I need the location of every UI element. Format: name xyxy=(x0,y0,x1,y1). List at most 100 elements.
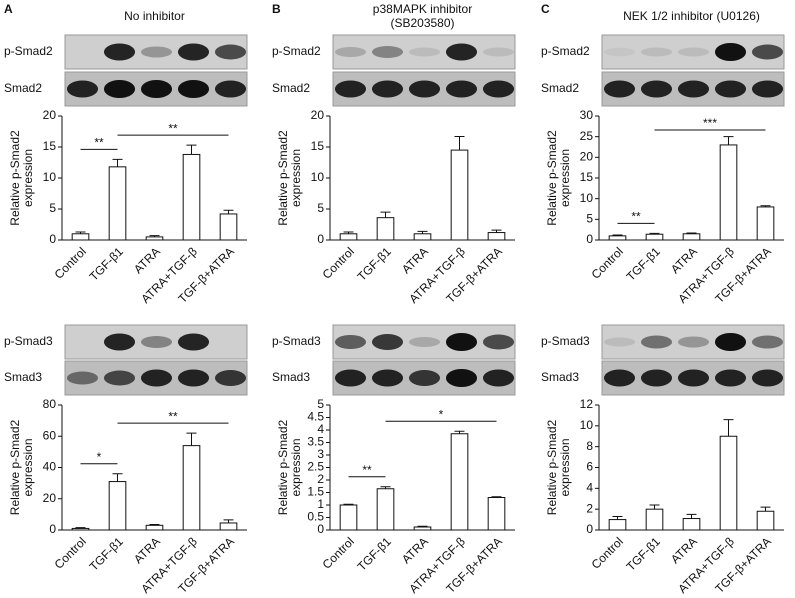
bar xyxy=(413,526,432,531)
bar xyxy=(219,213,238,241)
significance-label: * xyxy=(439,407,444,421)
blot-band xyxy=(640,47,673,57)
y-axis-label: Relative p-Smad2 xyxy=(276,130,290,226)
error-bar xyxy=(760,506,771,512)
y-tick-label: 20 xyxy=(43,108,57,122)
y-axis-label: Relative p-Smad2 xyxy=(8,419,22,515)
x-tick-label: Control xyxy=(52,244,89,281)
y-tick-label: 5 xyxy=(49,201,56,215)
panel-title: p38MAPK inhibitor xyxy=(373,2,472,16)
significance-label: ** xyxy=(168,409,178,423)
y-tick-label: 0 xyxy=(586,522,593,536)
error-bar xyxy=(686,513,697,519)
blot-band xyxy=(445,369,478,387)
x-tick-label: TGF-β1 xyxy=(355,244,395,284)
x-tick-label: ATRA xyxy=(668,244,700,276)
bar xyxy=(71,527,90,531)
y-tick-label: 15 xyxy=(43,139,57,153)
y-tick-label: 5 xyxy=(317,201,324,215)
panel-subtitle: (SB203580) xyxy=(390,16,454,30)
x-tick-label: Control xyxy=(589,534,626,571)
y-tick-label: 4 xyxy=(317,422,324,436)
y-tick-label: 12 xyxy=(580,397,594,411)
blot-label: p-Smad3 xyxy=(541,334,590,348)
bar xyxy=(487,232,506,241)
y-tick-label: 10 xyxy=(43,170,57,184)
blot-band xyxy=(677,47,710,57)
error-bar xyxy=(612,234,623,236)
x-tick-label: TGF-β1 xyxy=(87,534,127,574)
error-bar xyxy=(454,135,465,151)
x-tick-label: TGF-β1 xyxy=(624,534,664,574)
error-bar xyxy=(149,235,160,237)
blot-band xyxy=(371,369,404,387)
blot-band xyxy=(603,47,636,57)
y-tick-label: 0 xyxy=(49,522,56,536)
y-tick-label: 20 xyxy=(43,491,57,505)
panel-title: No inhibitor xyxy=(124,9,185,23)
blot-band xyxy=(714,43,747,61)
y-tick-label: 3.5 xyxy=(307,435,324,449)
blot-band xyxy=(482,334,515,350)
panel-title: NEK 1/2 inhibitor (U0126) xyxy=(623,9,760,23)
blot-band xyxy=(751,44,784,60)
y-tick-label: 8 xyxy=(586,439,593,453)
blot-band xyxy=(603,369,636,387)
y-tick-label: 1.5 xyxy=(307,485,324,499)
blot-band xyxy=(445,43,478,61)
blot-band xyxy=(603,80,636,98)
error-bar xyxy=(75,231,86,234)
panel-letter: C xyxy=(541,2,550,16)
blot-band xyxy=(214,370,247,386)
bar xyxy=(450,149,469,241)
blot-band xyxy=(408,80,441,98)
blot-band xyxy=(751,80,784,98)
x-tick-label: ATRA xyxy=(131,244,163,276)
bar xyxy=(339,504,358,531)
x-tick-label: ATRA xyxy=(399,534,431,566)
y-tick-label: 0 xyxy=(586,232,593,246)
bar xyxy=(645,233,664,241)
bar xyxy=(719,435,738,531)
blot-band xyxy=(66,80,99,98)
y-axis-label: expression xyxy=(289,149,303,207)
blot-band xyxy=(640,369,673,387)
blot-label: Smad2 xyxy=(272,81,310,95)
y-tick-label: 0 xyxy=(317,522,324,536)
blot-band xyxy=(177,43,210,61)
y-tick-label: 4 xyxy=(586,481,593,495)
blot-band xyxy=(751,369,784,387)
bar xyxy=(145,524,164,531)
blot xyxy=(332,34,516,70)
blot-band xyxy=(103,370,136,386)
blot-band xyxy=(103,80,136,98)
error-bar xyxy=(186,432,197,446)
blot-band xyxy=(103,333,136,351)
blot-band xyxy=(408,47,441,57)
blot-band xyxy=(140,336,173,348)
blot-band xyxy=(177,369,210,387)
error-bar xyxy=(649,504,660,510)
blot-label: Smad2 xyxy=(4,81,42,95)
blot-band xyxy=(640,80,673,98)
blot-label: Smad3 xyxy=(4,370,42,384)
blot-band xyxy=(408,337,441,347)
bar xyxy=(376,217,395,241)
blot-band xyxy=(445,333,478,351)
blot-label: Smad3 xyxy=(272,370,310,384)
blot-band xyxy=(140,46,173,58)
blot-band xyxy=(371,80,404,98)
blot-label: p-Smad3 xyxy=(272,334,321,348)
x-tick-label: Control xyxy=(52,534,89,571)
y-tick-label: 40 xyxy=(43,460,57,474)
x-tick-label: TGF-β1 xyxy=(355,534,395,574)
blot-band xyxy=(140,369,173,387)
blot-band xyxy=(640,335,673,349)
bar xyxy=(339,233,358,241)
error-bar xyxy=(112,158,123,167)
blot-label: Smad3 xyxy=(541,370,579,384)
significance-label: ** xyxy=(168,121,178,135)
x-tick-label: ATRA xyxy=(668,534,700,566)
y-axis-label: expression xyxy=(558,149,572,207)
